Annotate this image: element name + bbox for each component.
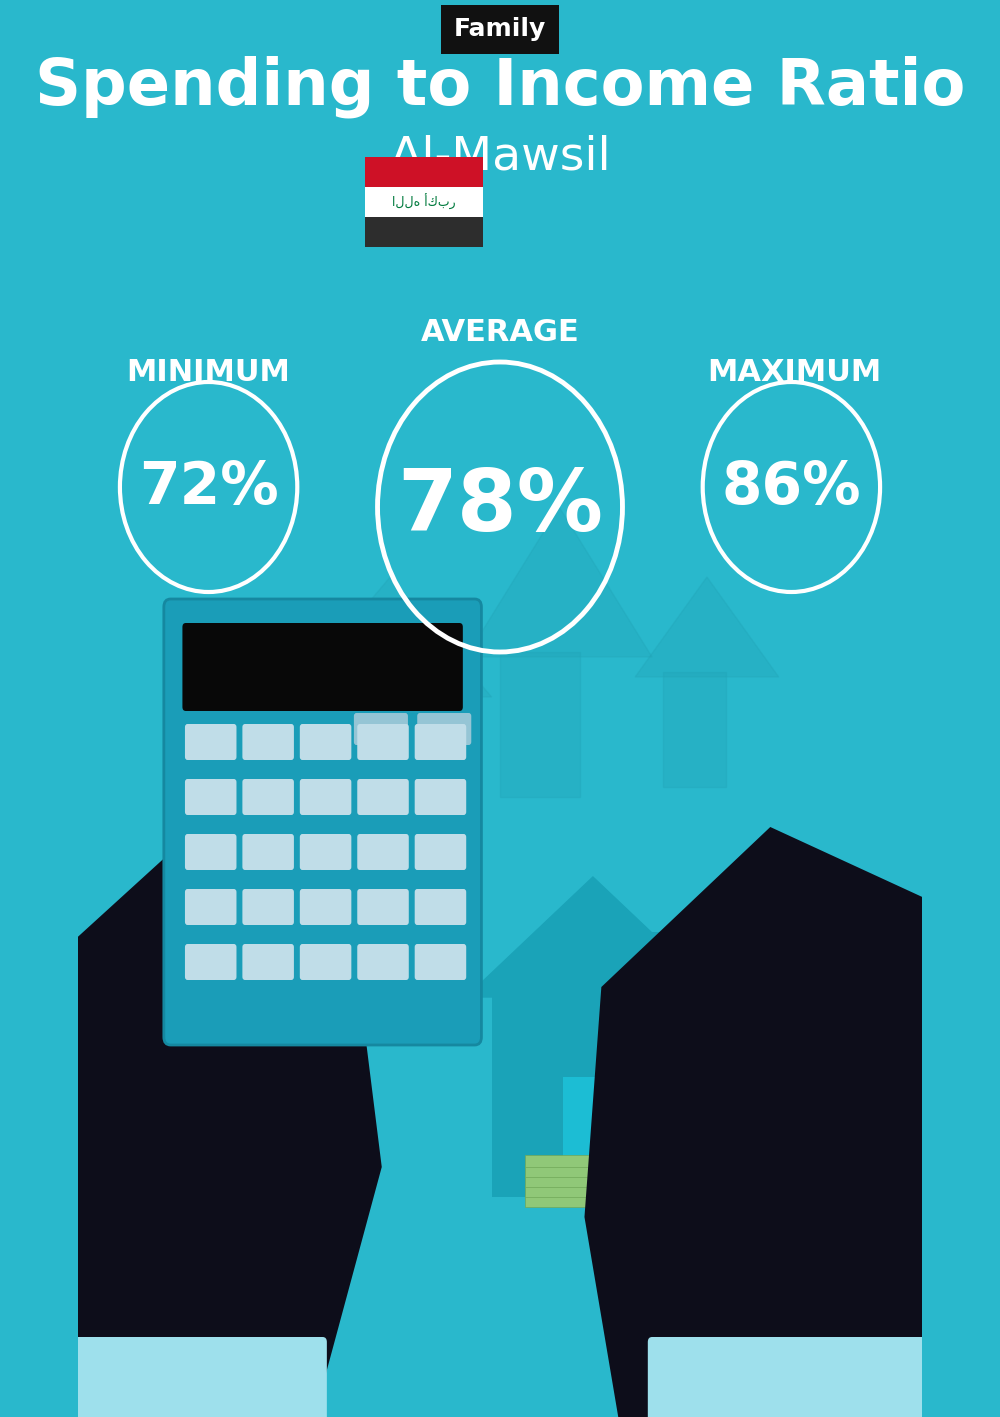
- Polygon shape: [466, 877, 720, 998]
- FancyBboxPatch shape: [300, 944, 351, 981]
- Text: AVERAGE: AVERAGE: [421, 317, 579, 347]
- FancyBboxPatch shape: [357, 835, 409, 870]
- FancyBboxPatch shape: [182, 623, 463, 711]
- Text: 86%: 86%: [722, 459, 861, 516]
- Circle shape: [703, 1083, 855, 1263]
- FancyBboxPatch shape: [242, 779, 294, 815]
- Polygon shape: [584, 828, 922, 1417]
- FancyBboxPatch shape: [73, 1338, 327, 1417]
- Bar: [652, 932, 682, 988]
- Bar: [525, 1195, 656, 1207]
- FancyBboxPatch shape: [242, 724, 294, 760]
- Bar: [671, 1117, 701, 1132]
- FancyBboxPatch shape: [357, 724, 409, 760]
- FancyBboxPatch shape: [357, 779, 409, 815]
- Text: 72%: 72%: [139, 459, 278, 516]
- Bar: [663, 672, 726, 786]
- Text: Spending to Income Ratio: Spending to Income Ratio: [35, 55, 965, 118]
- Bar: [492, 998, 694, 1197]
- Bar: [327, 691, 403, 818]
- FancyBboxPatch shape: [354, 713, 408, 745]
- FancyBboxPatch shape: [185, 724, 236, 760]
- Text: Al-Mawsil: Al-Mawsil: [389, 135, 611, 180]
- Bar: [525, 1185, 656, 1197]
- FancyBboxPatch shape: [357, 888, 409, 925]
- Text: MAXIMUM: MAXIMUM: [707, 357, 881, 387]
- FancyBboxPatch shape: [300, 888, 351, 925]
- FancyBboxPatch shape: [300, 779, 351, 815]
- FancyBboxPatch shape: [648, 1338, 927, 1417]
- Bar: [365, 217, 483, 247]
- Bar: [762, 1077, 797, 1097]
- FancyBboxPatch shape: [185, 835, 236, 870]
- FancyBboxPatch shape: [415, 835, 466, 870]
- Polygon shape: [289, 577, 492, 697]
- FancyBboxPatch shape: [242, 835, 294, 870]
- Circle shape: [631, 1122, 741, 1253]
- Bar: [500, 652, 580, 796]
- Text: Family: Family: [454, 17, 546, 41]
- Bar: [525, 1175, 656, 1187]
- Text: 78%: 78%: [397, 466, 603, 548]
- FancyBboxPatch shape: [415, 944, 466, 981]
- FancyBboxPatch shape: [300, 724, 351, 760]
- Bar: [525, 1165, 656, 1178]
- FancyBboxPatch shape: [415, 724, 466, 760]
- Text: الله أكبر: الله أكبر: [392, 194, 456, 210]
- FancyBboxPatch shape: [185, 779, 236, 815]
- FancyBboxPatch shape: [357, 944, 409, 981]
- FancyBboxPatch shape: [415, 888, 466, 925]
- FancyBboxPatch shape: [185, 944, 236, 981]
- Ellipse shape: [764, 1061, 796, 1077]
- FancyBboxPatch shape: [242, 888, 294, 925]
- FancyBboxPatch shape: [415, 779, 466, 815]
- FancyBboxPatch shape: [164, 599, 481, 1044]
- Text: MINIMUM: MINIMUM: [127, 357, 291, 387]
- Polygon shape: [78, 837, 382, 1417]
- FancyBboxPatch shape: [185, 888, 236, 925]
- Polygon shape: [466, 507, 652, 657]
- Bar: [365, 157, 483, 187]
- FancyBboxPatch shape: [242, 944, 294, 981]
- Polygon shape: [635, 577, 779, 677]
- FancyBboxPatch shape: [417, 713, 471, 745]
- Bar: [563, 1077, 622, 1197]
- FancyBboxPatch shape: [300, 835, 351, 870]
- Bar: [365, 187, 483, 217]
- Bar: [525, 1155, 656, 1168]
- Text: $: $: [755, 1144, 803, 1210]
